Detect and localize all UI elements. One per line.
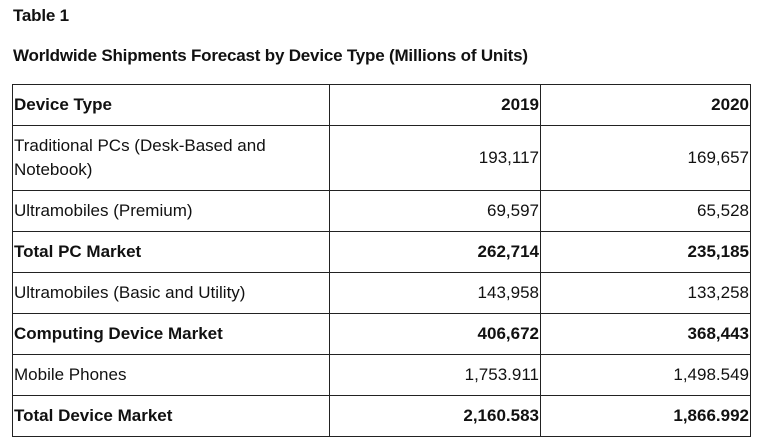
row-label: Total PC Market: [12, 231, 330, 273]
table-row: Traditional PCs (Desk-Based and Notebook…: [12, 125, 751, 191]
cell-2020: 1,498.549: [540, 354, 751, 396]
cell-2019: 262,714: [329, 231, 541, 273]
cell-2020: 169,657: [540, 125, 751, 191]
row-label: Traditional PCs (Desk-Based and Notebook…: [12, 125, 330, 191]
cell-2019: 1,753.911: [329, 354, 541, 396]
table-row: Mobile Phones 1,753.911 1,498.549: [12, 354, 751, 396]
cell-2019: 69,597: [329, 190, 541, 232]
row-label: Mobile Phones: [12, 354, 330, 396]
cell-2020: 1,866.992: [540, 395, 751, 437]
cell-2019: 2,160.583: [329, 395, 541, 437]
table-row-total: Total Device Market 2,160.583 1,866.992: [12, 395, 751, 437]
cell-2020: 65,528: [540, 190, 751, 232]
cell-2020: 368,443: [540, 313, 751, 355]
table-title: Worldwide Shipments Forecast by Device T…: [13, 46, 528, 65]
table-row: Ultramobiles (Basic and Utility) 143,958…: [12, 272, 751, 314]
row-label: Computing Device Market: [12, 313, 330, 355]
table-header-row: Device Type 2019 2020: [12, 84, 751, 126]
table-row-total: Total PC Market 262,714 235,185: [12, 231, 751, 273]
cell-2020: 133,258: [540, 272, 751, 314]
cell-2019: 143,958: [329, 272, 541, 314]
shipments-forecast-table: Device Type 2019 2020 Traditional PCs (D…: [12, 84, 751, 437]
cell-2019: 406,672: [329, 313, 541, 355]
row-label: Total Device Market: [12, 395, 330, 437]
cell-2020: 235,185: [540, 231, 751, 273]
row-label: Ultramobiles (Basic and Utility): [12, 272, 330, 314]
column-header-2020: 2020: [540, 84, 751, 126]
column-header-2019: 2019: [329, 84, 541, 126]
row-label: Ultramobiles (Premium): [12, 190, 330, 232]
table-number-label: Table 1: [13, 6, 69, 25]
table-row: Ultramobiles (Premium) 69,597 65,528: [12, 190, 751, 232]
table-row-total: Computing Device Market 406,672 368,443: [12, 313, 751, 355]
column-header-device-type: Device Type: [12, 84, 330, 126]
cell-2019: 193,117: [329, 125, 541, 191]
